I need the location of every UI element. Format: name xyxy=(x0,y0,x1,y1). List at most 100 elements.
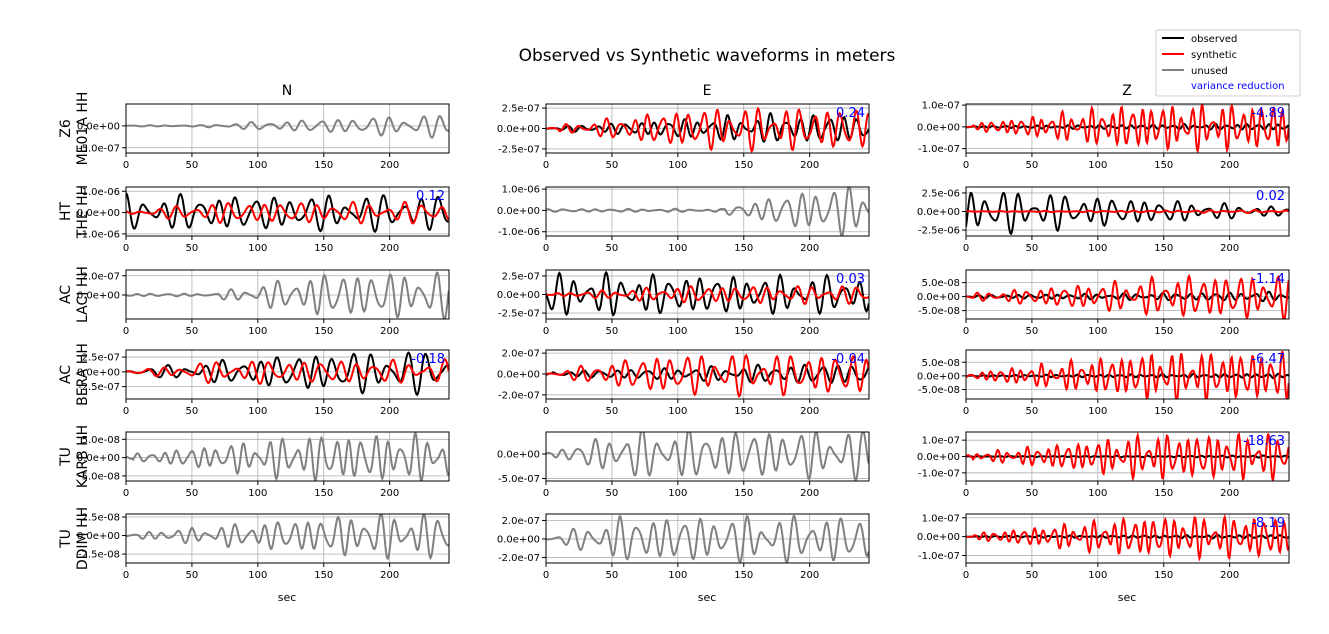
y-tick-label: -2.5e-08 xyxy=(78,550,120,561)
x-tick-label: 200 xyxy=(1220,406,1239,417)
variance-reduction-label: -0.18 xyxy=(411,352,445,367)
variance-reduction-label: -0.04 xyxy=(831,352,865,367)
x-tick-label: 100 xyxy=(1088,406,1107,417)
x-tick-label: 200 xyxy=(800,243,819,254)
y-tick-label: 2.0e-07 xyxy=(502,516,540,527)
observed-trace xyxy=(546,270,869,317)
y-tick-label: 5.0e-08 xyxy=(922,358,960,369)
station-label-line: Z6 xyxy=(58,119,74,138)
variance-reduction-label: -18.63 xyxy=(1243,434,1285,449)
panel-1-e: 0 50 100 150 200 1.0e-06 0.0e+00 -1.0e-06 xyxy=(497,185,870,254)
station-label-line: KARB HH xyxy=(75,425,91,488)
x-tick-label: 100 xyxy=(668,406,687,417)
x-tick-label: 50 xyxy=(1026,488,1039,499)
y-tick-label: -2.5e-07 xyxy=(498,144,540,155)
x-tick-label: 100 xyxy=(1088,326,1107,337)
x-tick-label: 200 xyxy=(1220,160,1239,171)
x-tick-label: 0 xyxy=(543,406,549,417)
x-tick-label: 0 xyxy=(123,406,129,417)
x-tick-label: 100 xyxy=(1088,160,1107,171)
y-tick-label: 1.0e-07 xyxy=(922,436,960,447)
x-tick-label: 50 xyxy=(1026,406,1039,417)
x-tick-label: 0 xyxy=(543,570,549,581)
x-tick-label: 0 xyxy=(963,243,969,254)
y-tick-label: 1.0e-06 xyxy=(502,185,540,196)
y-tick-label: -5.0e-07 xyxy=(78,143,120,154)
station-label-line: DDIM HH xyxy=(75,507,91,570)
synthetic-trace xyxy=(126,200,449,225)
y-tick-label: 5.0e-08 xyxy=(82,435,120,446)
x-tick-label: 200 xyxy=(380,488,399,499)
x-tick-label: 150 xyxy=(314,406,333,417)
x-tick-label: 0 xyxy=(123,488,129,499)
x-tick-label: 150 xyxy=(314,326,333,337)
y-tick-label: 0.0e+00 xyxy=(77,208,120,219)
x-tick-label: 150 xyxy=(314,570,333,581)
y-tick-label: -2.0e-07 xyxy=(498,390,540,401)
x-tick-label: 150 xyxy=(1154,326,1173,337)
x-tick-label: 100 xyxy=(248,326,267,337)
x-tick-label: 50 xyxy=(186,326,199,337)
x-tick-label: 150 xyxy=(1154,570,1173,581)
x-tick-label: 0 xyxy=(543,160,549,171)
y-tick-label: 0.0e+00 xyxy=(77,453,120,464)
column-title-n: N xyxy=(282,83,292,99)
x-tick-label: 0 xyxy=(123,326,129,337)
y-tick-label: 0.0e+00 xyxy=(917,532,960,543)
x-tick-label: 0 xyxy=(543,326,549,337)
y-tick-label: -2.0e-07 xyxy=(498,553,540,564)
unused-trace xyxy=(546,187,869,236)
variance-reduction-label: 0.24 xyxy=(836,106,865,121)
unused-trace xyxy=(126,271,449,319)
panel-2-n: 0 50 100 150 200 2.0e-07 0.0e+00 xyxy=(77,269,450,337)
legend: observed synthetic unused variance reduc… xyxy=(1155,29,1301,97)
x-tick-label: 200 xyxy=(800,488,819,499)
x-tick-label: 200 xyxy=(380,326,399,337)
x-tick-label: 0 xyxy=(963,406,969,417)
y-tick-label: 1.0e-07 xyxy=(922,101,960,112)
panel-1-n: 0 50 100 150 200 1.0e-06 0.0e+00 -1.0e-06 0.12 xyxy=(77,186,450,254)
panel-0-z: 0 50 100 150 200 1.0e-07 0.0e+00 -1.0e-07 -4.89 xyxy=(917,101,1290,171)
synthetic-trace xyxy=(966,273,1289,319)
x-tick-label: 0 xyxy=(963,326,969,337)
x-tick-label: 0 xyxy=(963,570,969,581)
variance-reduction-label: -4.89 xyxy=(1251,106,1285,121)
x-tick-label: 50 xyxy=(1026,326,1039,337)
y-tick-label: -1.0e-07 xyxy=(918,551,960,562)
y-tick-label: 2.5e-08 xyxy=(82,512,120,523)
synthetic-trace xyxy=(966,350,1289,399)
x-tick-label: 0 xyxy=(543,243,549,254)
x-tick-label: 200 xyxy=(380,570,399,581)
x-tick-label: 50 xyxy=(606,160,619,171)
observed-trace xyxy=(966,290,1289,303)
variance-reduction-label: 0.02 xyxy=(1256,189,1285,204)
x-tick-label: 100 xyxy=(1088,570,1107,581)
x-tick-label: 50 xyxy=(186,406,199,417)
x-axis-label-n: sec xyxy=(278,591,297,604)
x-tick-label: 150 xyxy=(734,243,753,254)
x-tick-label: 150 xyxy=(314,160,333,171)
x-tick-label: 150 xyxy=(734,160,753,171)
panel-5-z: 0 50 100 150 200 1.0e-07 0.0e+00 -1.0e-07 -8.19 xyxy=(917,513,1290,581)
y-tick-label: -5.0e-07 xyxy=(498,474,540,485)
x-tick-label: 100 xyxy=(1088,243,1107,254)
synthetic-trace xyxy=(546,106,869,153)
y-tick-label: 2.5e-07 xyxy=(502,104,540,115)
x-tick-label: 0 xyxy=(963,488,969,499)
variance-reduction-label: -8.19 xyxy=(1251,516,1285,531)
panel-1-z: 0 50 100 150 200 2.5e-06 0.0e+00 -2.5e-06 0.02 xyxy=(917,186,1290,254)
x-tick-label: 200 xyxy=(380,243,399,254)
panel-4-z: 0 50 100 150 200 1.0e-07 0.0e+00 -1.0e-07 -18.63 xyxy=(917,431,1290,499)
y-tick-label: 0.0e+00 xyxy=(497,534,540,545)
x-tick-label: 50 xyxy=(1026,160,1039,171)
station-label-line: BERA HH xyxy=(75,343,91,406)
synthetic-trace xyxy=(966,514,1289,562)
panel-frame xyxy=(125,431,450,482)
y-tick-label: 0.0e+00 xyxy=(77,367,120,378)
x-tick-label: 200 xyxy=(1220,570,1239,581)
variance-reduction-label: -1.14 xyxy=(1251,272,1285,287)
y-tick-label: 0.0e+00 xyxy=(497,369,540,380)
x-tick-label: 100 xyxy=(668,488,687,499)
